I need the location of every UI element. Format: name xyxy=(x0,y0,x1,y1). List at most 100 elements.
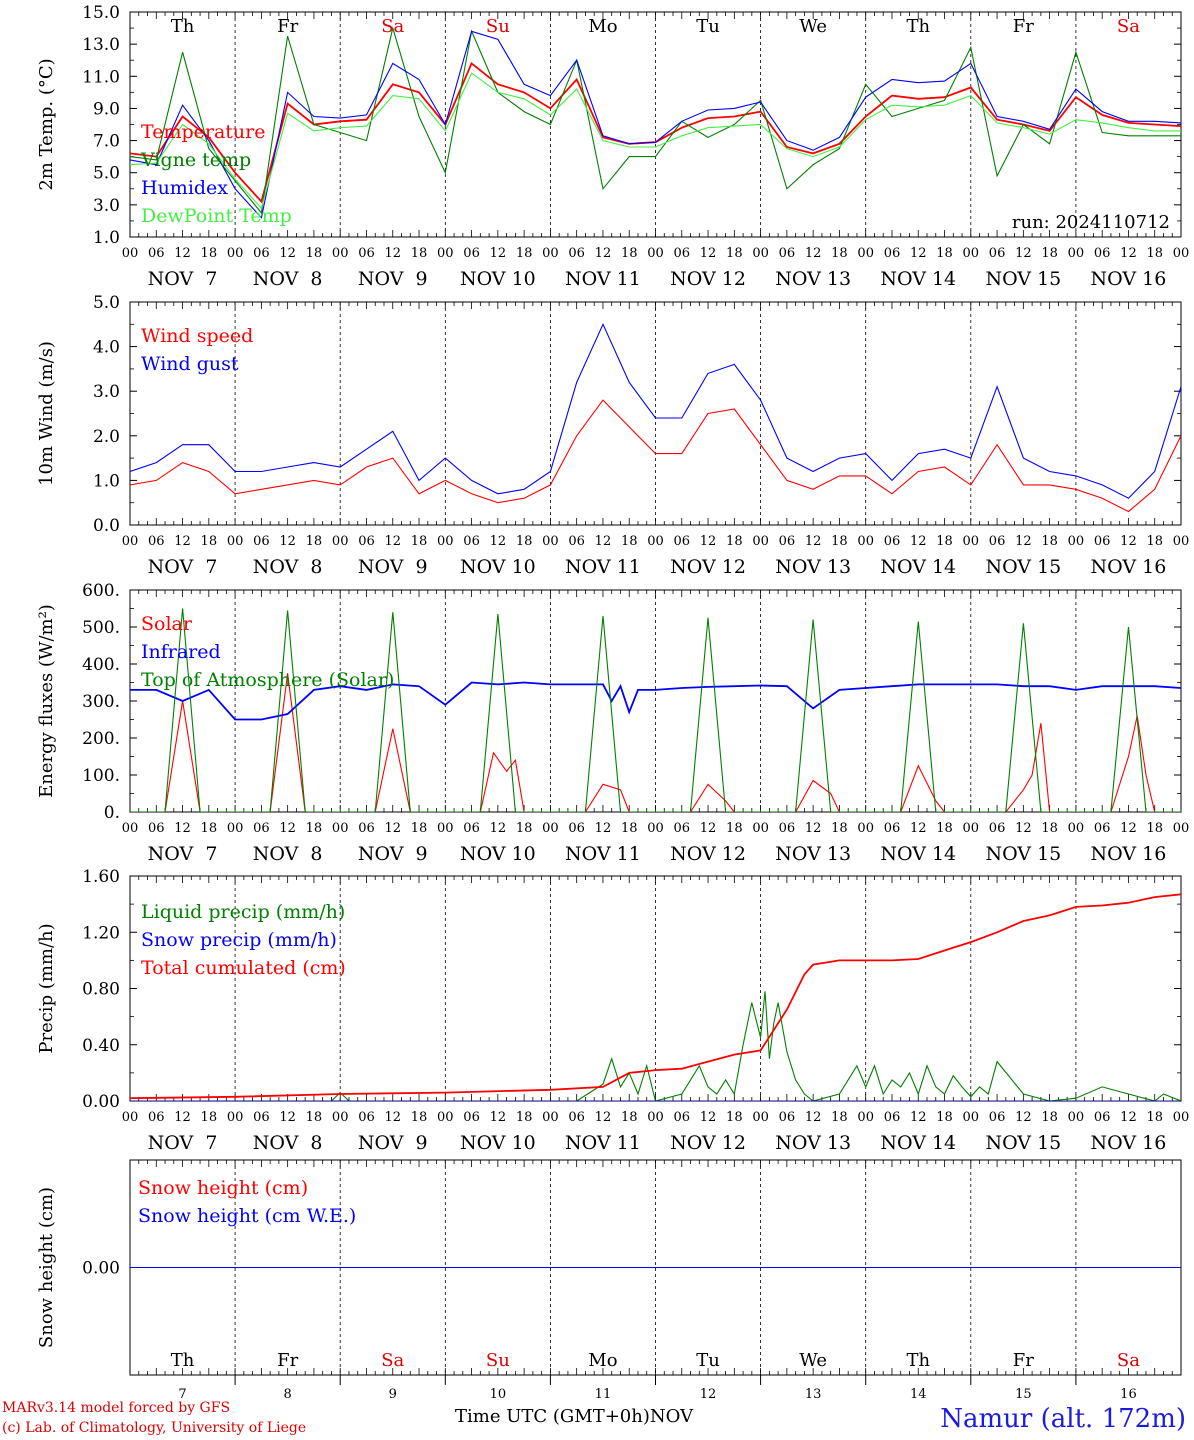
legend-entry: Snow height (cm) xyxy=(138,1177,308,1199)
weekday-label: Th xyxy=(906,1350,930,1371)
date-label: NOV 16 xyxy=(1091,556,1167,578)
hour-tick-label: 18 xyxy=(201,1110,218,1125)
hour-tick-label: 00 xyxy=(963,534,980,549)
hour-tick-label: 00 xyxy=(542,821,559,836)
legend-entry: Temperature xyxy=(141,121,265,143)
hour-tick-label: 12 xyxy=(279,821,296,836)
date-label: NOV 8 xyxy=(253,1132,323,1154)
weekday-label: Fr xyxy=(277,1350,298,1371)
hour-tick-label: 06 xyxy=(463,246,480,261)
hour-tick-label: 12 xyxy=(1015,534,1032,549)
hour-tick-label: 00 xyxy=(1068,534,1085,549)
hour-tick-label: 18 xyxy=(936,534,953,549)
hour-tick-label: 06 xyxy=(989,1110,1006,1125)
hour-tick-label: 12 xyxy=(805,1110,822,1125)
hour-tick-label: 06 xyxy=(674,246,691,261)
hour-tick-label: 00 xyxy=(122,246,139,261)
hour-tick-label: 12 xyxy=(490,246,507,261)
hour-tick-label: 18 xyxy=(831,821,848,836)
date-label: NOV 7 xyxy=(148,556,218,578)
hour-tick-label: 00 xyxy=(1173,246,1190,261)
date-label: NOV 14 xyxy=(880,1132,956,1154)
date-label: NOV 11 xyxy=(565,843,641,865)
date-label: NOV 8 xyxy=(253,843,323,865)
hour-tick-label: 06 xyxy=(568,246,585,261)
day-number: 9 xyxy=(389,1387,397,1402)
hour-tick-label: 18 xyxy=(726,246,743,261)
hour-tick-label: 00 xyxy=(752,534,769,549)
hour-tick-label: 12 xyxy=(490,1110,507,1125)
hour-tick-label: 12 xyxy=(384,1110,401,1125)
legend-entry: Infrared xyxy=(141,641,221,663)
hour-tick-label: 06 xyxy=(358,246,375,261)
hour-tick-label: 12 xyxy=(910,246,927,261)
hour-tick-label: 12 xyxy=(279,534,296,549)
date-label: NOV 13 xyxy=(775,556,851,578)
weekday-label: Tu xyxy=(696,1350,720,1371)
date-label: NOV 15 xyxy=(985,556,1061,578)
series-line xyxy=(130,673,1181,812)
hour-tick-label: 18 xyxy=(726,534,743,549)
legend-entry: DewPoint Temp xyxy=(141,205,292,227)
series-line xyxy=(130,72,1181,210)
hour-tick-label: 12 xyxy=(490,534,507,549)
date-label: NOV 11 xyxy=(565,556,641,578)
time-axis-label: Time UTC (GMT+0h)NOV xyxy=(455,1406,693,1427)
hour-tick-label: 00 xyxy=(122,534,139,549)
legend-entry: Total cumulated (cm) xyxy=(141,957,346,979)
y-tick-label: 3.0 xyxy=(93,196,120,216)
series-line xyxy=(130,25,1181,215)
date-label: NOV 16 xyxy=(1091,843,1167,865)
y-tick-label: 5.0 xyxy=(93,293,120,313)
time-axis-text: Time UTC (GMT+0h) xyxy=(455,1406,650,1427)
hour-tick-label: 18 xyxy=(201,534,218,549)
hour-tick-label: 06 xyxy=(148,821,165,836)
hour-tick-label: 00 xyxy=(437,821,454,836)
legend-entry: Snow precip (mm/h) xyxy=(141,929,337,951)
hour-tick-label: 12 xyxy=(700,246,717,261)
date-label: NOV 10 xyxy=(460,556,536,578)
hour-tick-label: 00 xyxy=(542,246,559,261)
y-axis-label: 10m Wind (m/s) xyxy=(36,341,57,486)
hour-tick-label: 12 xyxy=(595,1110,612,1125)
hour-tick-label: 18 xyxy=(831,1110,848,1125)
y-tick-label: 1.0 xyxy=(93,471,120,491)
hour-tick-label: 00 xyxy=(332,821,349,836)
hour-tick-label: 06 xyxy=(779,534,796,549)
hour-tick-label: 18 xyxy=(936,1110,953,1125)
hour-tick-label: 00 xyxy=(857,1110,874,1125)
station-label: Namur (alt. 172m) xyxy=(940,1404,1186,1434)
hour-tick-label: 18 xyxy=(516,534,533,549)
date-label: NOV 10 xyxy=(460,1132,536,1154)
hour-tick-label: 12 xyxy=(910,821,927,836)
legend-entry: Wind gust xyxy=(141,353,239,375)
hour-tick-label: 06 xyxy=(989,246,1006,261)
y-tick-label: 600. xyxy=(82,581,120,601)
hour-tick-label: 18 xyxy=(726,1110,743,1125)
hour-tick-label: 06 xyxy=(884,246,901,261)
hour-tick-label: 12 xyxy=(174,246,191,261)
series-line xyxy=(130,322,1181,499)
weekday-label: Su xyxy=(486,16,510,37)
date-label: NOV 9 xyxy=(358,556,428,578)
legend-entry: Snow height (cm W.E.) xyxy=(138,1205,356,1227)
date-label: NOV 7 xyxy=(148,268,218,290)
hour-tick-label: 18 xyxy=(1041,821,1058,836)
hour-tick-label: 00 xyxy=(647,246,664,261)
y-tick-label: 3.0 xyxy=(93,382,120,402)
day-number: 12 xyxy=(700,1387,717,1402)
date-label: NOV 10 xyxy=(460,268,536,290)
hour-tick-label: 12 xyxy=(910,534,927,549)
y-tick-label: 5.0 xyxy=(93,164,120,184)
hour-tick-label: 06 xyxy=(148,246,165,261)
hour-tick-label: 12 xyxy=(384,246,401,261)
hour-tick-label: 00 xyxy=(1173,821,1190,836)
hour-tick-label: 12 xyxy=(1120,534,1137,549)
hour-tick-label: 18 xyxy=(411,821,428,836)
hour-tick-label: 00 xyxy=(752,821,769,836)
hour-tick-label: 00 xyxy=(647,1110,664,1125)
series-line xyxy=(130,399,1181,513)
day-number: 14 xyxy=(910,1387,927,1402)
hour-tick-label: 06 xyxy=(253,1110,270,1125)
hour-tick-label: 12 xyxy=(279,1110,296,1125)
